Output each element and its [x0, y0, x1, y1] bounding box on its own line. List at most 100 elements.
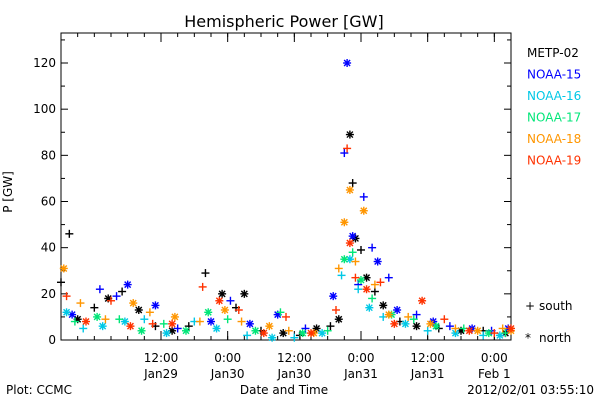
data-point-noaa-15-south	[112, 292, 121, 301]
data-point-noaa-17-south	[348, 248, 357, 257]
data-point-noaa-17-south	[409, 315, 418, 324]
data-point-noaa-18-south	[284, 326, 293, 335]
data-point-noaa-16-north	[365, 303, 374, 312]
marker-stroke	[163, 329, 171, 337]
data-point-metp-02-north	[240, 289, 249, 298]
data-point-noaa-18-south	[334, 264, 343, 273]
data-point-noaa-18-north	[170, 312, 179, 321]
data-point-noaa-19-south	[490, 329, 499, 338]
data-point-metp-02-north	[345, 130, 354, 139]
marker-stroke	[138, 327, 146, 335]
data-point-noaa-17-north	[298, 329, 307, 338]
data-point-noaa-16-north	[98, 322, 107, 331]
marker-stroke	[260, 329, 268, 337]
north-marker-symbol: *	[525, 331, 531, 345]
data-point-noaa-17-south	[323, 326, 332, 335]
data-point-metp-02-south	[370, 287, 379, 296]
data-point-noaa-16-north	[401, 319, 410, 328]
data-point-metp-02-north	[412, 322, 421, 331]
data-point-noaa-19-north	[390, 319, 399, 328]
marker-stroke	[413, 322, 421, 330]
data-point-noaa-18-south	[404, 312, 413, 321]
y-tick-label: 120	[33, 56, 56, 70]
data-point-noaa-15-north	[343, 59, 352, 68]
data-point-metp-02-south	[57, 278, 65, 287]
data-point-noaa-19-north	[126, 322, 135, 331]
data-point-noaa-17-south	[159, 319, 168, 328]
data-point-noaa-15-north	[123, 280, 132, 289]
marker-stroke	[401, 320, 409, 328]
legend-entry-noaa-19: NOAA-19	[527, 154, 581, 168]
y-axis-label: P [GW]	[1, 171, 15, 213]
x-tick-label-date: Jan29	[143, 367, 178, 381]
data-point-noaa-15-north	[245, 319, 254, 328]
data-point-noaa-19-south	[351, 273, 360, 282]
data-point-noaa-19-north	[307, 329, 315, 338]
marker-stroke	[307, 329, 315, 337]
marker-stroke	[365, 304, 373, 312]
marker-stroke	[207, 318, 215, 326]
marker-stroke	[129, 299, 137, 307]
data-point-noaa-15-north	[393, 305, 402, 314]
marker-stroke	[218, 290, 226, 298]
data-point-noaa-19-south	[332, 305, 340, 314]
data-point-noaa-18-north	[345, 185, 354, 194]
marker-stroke	[474, 327, 482, 335]
data-point-noaa-17-north	[251, 326, 260, 335]
data-point-noaa-18-north	[265, 322, 274, 331]
data-point-noaa-19-north	[82, 317, 90, 326]
x-tick-label-date: Jan31	[343, 367, 378, 381]
data-point-noaa-18-south	[76, 299, 85, 308]
data-point-noaa-19-north	[215, 296, 224, 305]
data-point-metp-02-south	[90, 303, 99, 312]
data-point-noaa-15-north	[151, 301, 160, 310]
marker-stroke	[171, 313, 179, 321]
data-point-noaa-19-south	[440, 315, 449, 324]
data-point-noaa-18-south	[451, 324, 460, 333]
data-point-noaa-19-north	[362, 285, 371, 294]
legend-entry-noaa-15: NOAA-15	[527, 68, 581, 82]
marker-stroke	[246, 320, 254, 328]
marker-stroke	[465, 327, 473, 335]
data-point-noaa-19-north	[168, 319, 177, 328]
x-axis-ticks: 12:00 Jan29 0:00 Jan30 12:00 Jan30 0:00 Jan31 12…	[60, 33, 512, 381]
marker-stroke	[268, 334, 276, 342]
y-tick-label: 80	[41, 148, 56, 162]
data-point-noaa-18-south	[498, 324, 507, 333]
marker-stroke	[215, 297, 223, 305]
data-point-noaa-18-north	[473, 326, 482, 335]
legend: METP-02 NOAA-15 NOAA-16 NOAA-17 NOAA-18 NOAA-…	[527, 46, 581, 168]
data-point-noaa-18-south	[237, 317, 246, 326]
marker-stroke	[63, 308, 71, 316]
marker-stroke	[204, 308, 212, 316]
data-point-noaa-16-north	[268, 333, 277, 342]
data-point-noaa-18-south	[195, 317, 204, 326]
marker-stroke	[68, 311, 76, 319]
marker-stroke	[390, 320, 398, 328]
marker-stroke	[374, 258, 382, 266]
marker-stroke	[340, 255, 348, 263]
legend-entry-metp-02: METP-02	[527, 46, 579, 60]
marker-stroke	[451, 329, 459, 337]
marker-stroke	[418, 297, 426, 305]
x-tick-label-date: Jan31	[410, 367, 445, 381]
data-point-noaa-17-south	[115, 315, 124, 324]
data-point-metp-02-north	[334, 315, 343, 324]
data-points	[57, 59, 515, 342]
data-point-noaa-17-north	[93, 312, 102, 321]
data-point-noaa-17-south	[223, 315, 232, 324]
y-tick-label: 60	[41, 195, 56, 209]
data-point-noaa-15-north	[329, 292, 338, 301]
data-point-noaa-18-north	[340, 218, 349, 227]
marker-stroke	[357, 276, 365, 284]
data-point-noaa-15-north	[373, 257, 382, 266]
data-point-noaa-19-south	[343, 144, 352, 153]
y-axis-ticks: 0 20 40 60 80 100 120	[33, 39, 511, 347]
marker-stroke	[213, 324, 221, 332]
legend-entry-noaa-17: NOAA-17	[527, 111, 581, 125]
marker-stroke	[363, 285, 371, 293]
marker-stroke	[432, 322, 440, 330]
y-tick-label: 0	[48, 333, 56, 347]
data-point-noaa-16-north	[62, 308, 71, 317]
